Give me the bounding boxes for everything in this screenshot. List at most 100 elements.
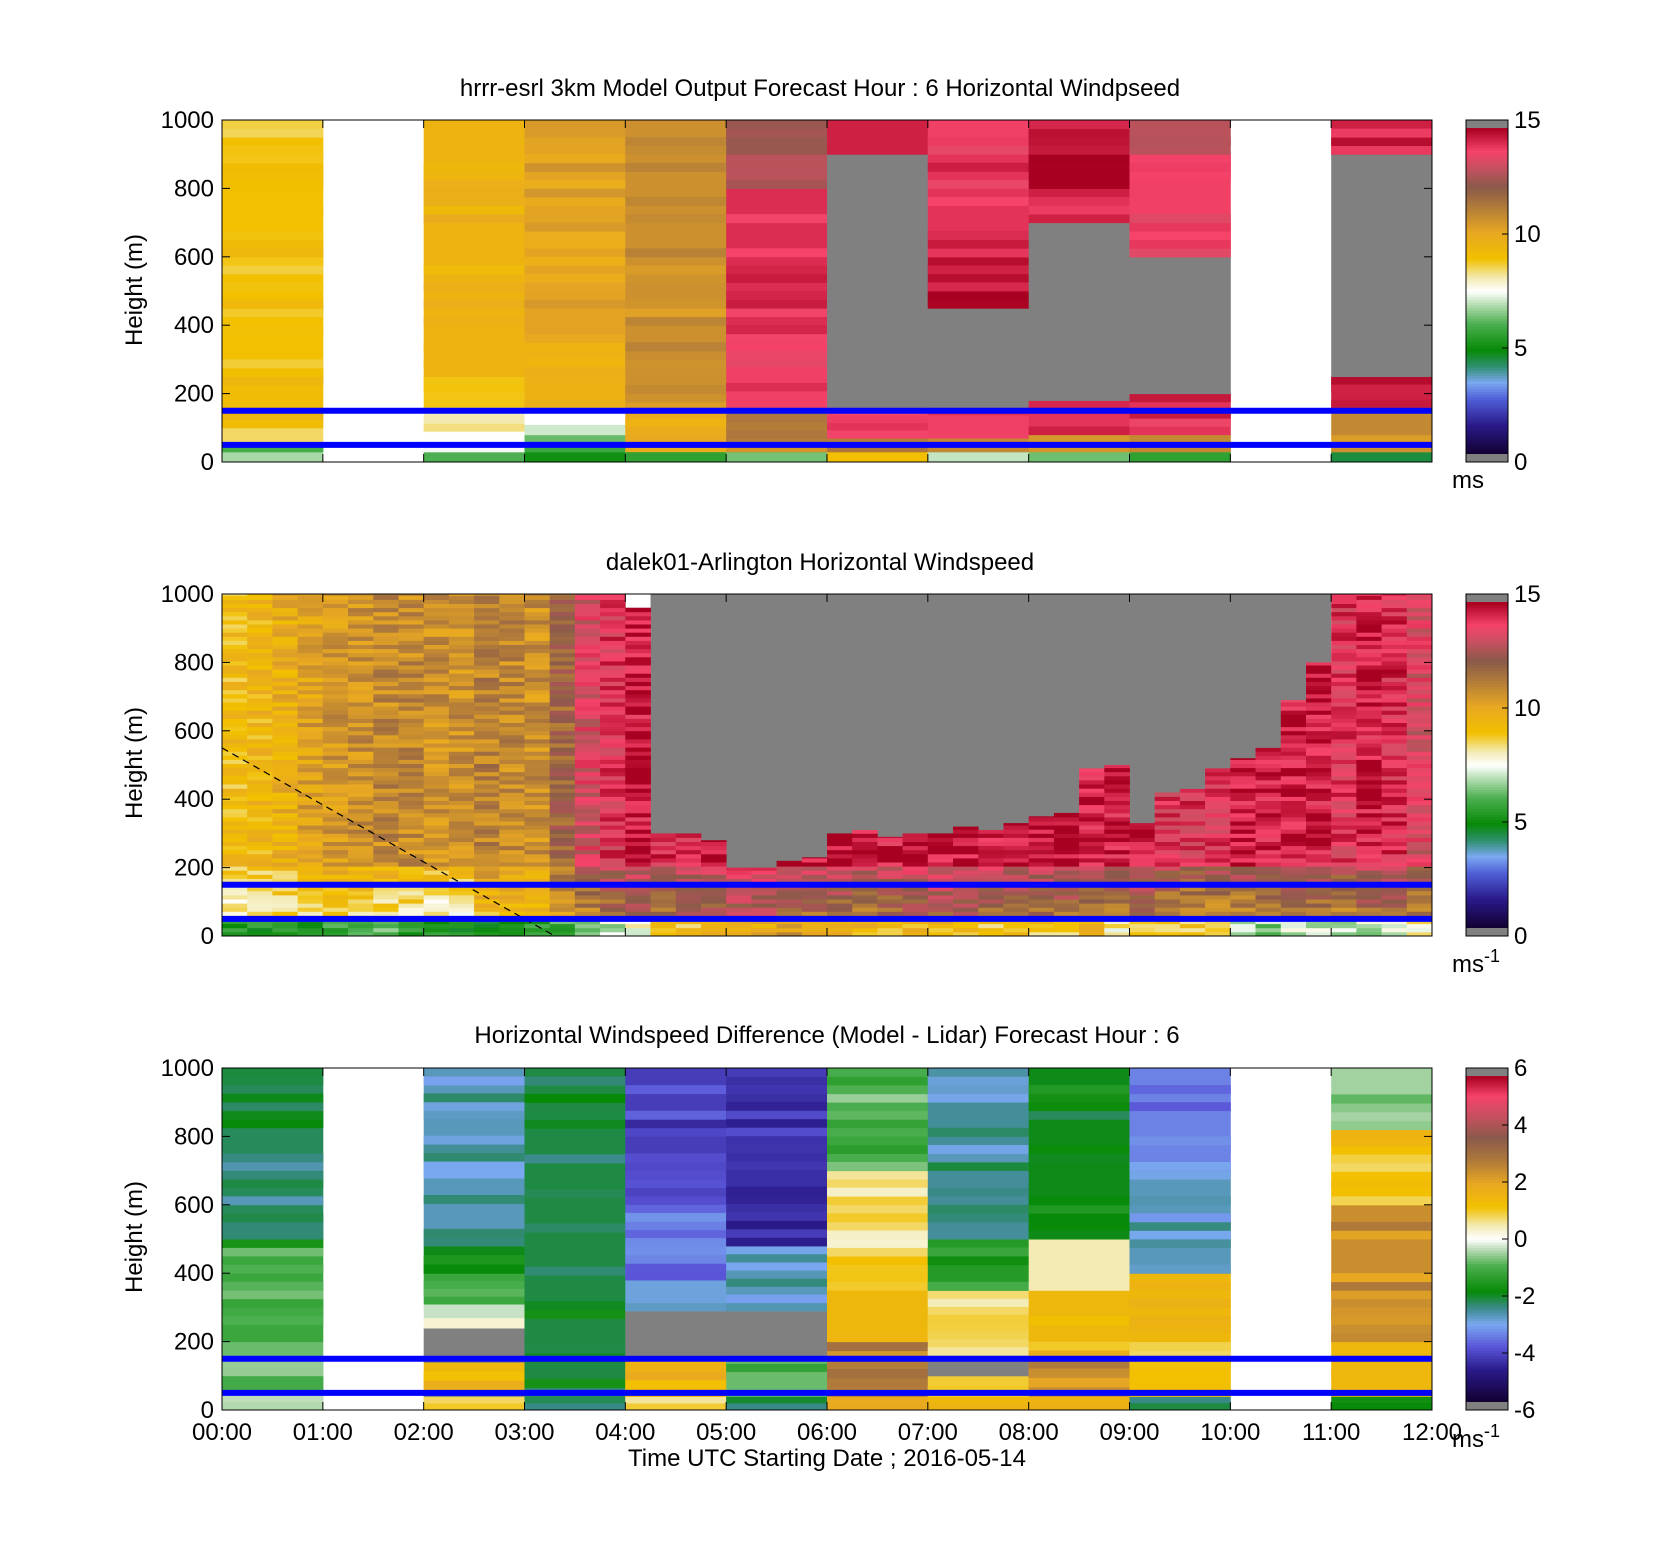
heatmap-cell <box>877 886 903 892</box>
colorbar-tick-label: -4 <box>1514 1340 1535 1367</box>
heatmap-cell <box>297 755 324 760</box>
heatmap-cell <box>322 702 349 707</box>
heatmap-cell <box>1255 780 1282 785</box>
heatmap-cell <box>348 796 374 801</box>
heatmap-cell <box>423 607 450 613</box>
heatmap-band <box>726 1278 828 1287</box>
colorbar-segment <box>1466 1092 1508 1096</box>
heatmap-band <box>423 1403 525 1411</box>
heatmap-cell <box>1205 812 1231 818</box>
heatmap-cell <box>398 603 425 609</box>
heatmap-cell <box>1406 931 1433 937</box>
heatmap-cell <box>1306 755 1332 760</box>
heatmap-cell <box>348 808 374 814</box>
heatmap-cell <box>1356 751 1382 756</box>
heatmap-cell <box>222 866 248 871</box>
heatmap-cell <box>1230 771 1256 777</box>
heatmap-cell <box>322 870 349 875</box>
heatmap-cell <box>499 656 525 662</box>
heatmap-cell <box>423 722 450 728</box>
heatmap-cell <box>398 714 425 719</box>
heatmap-band <box>1129 1136 1231 1146</box>
heatmap-band <box>827 1256 929 1266</box>
colorbar-segment <box>1466 851 1508 856</box>
colorbar-segment <box>1466 903 1508 907</box>
heatmap-cell <box>1381 693 1408 699</box>
heatmap-band <box>222 1119 324 1129</box>
colorbar-tick-label: -2 <box>1514 1283 1535 1310</box>
heatmap-cell <box>373 853 399 859</box>
heatmap-cell <box>675 837 702 842</box>
heatmap-cell <box>1306 866 1332 871</box>
heatmap-cell <box>1331 808 1357 814</box>
heatmap-cell <box>927 849 954 855</box>
heatmap-cell <box>247 615 273 621</box>
heatmap-cell <box>650 833 677 838</box>
heatmap-cell <box>1331 751 1357 756</box>
heatmap-band <box>927 1127 1030 1137</box>
heatmap-cell <box>398 862 425 867</box>
heatmap-cell <box>322 648 349 654</box>
heatmap-cell <box>222 451 324 463</box>
heatmap-cell <box>726 870 752 875</box>
heatmap-cell <box>474 767 500 773</box>
heatmap-cell <box>1154 853 1181 859</box>
heatmap-band <box>927 291 1030 300</box>
heatmap-cell <box>297 907 324 912</box>
heatmap-cell <box>574 599 601 604</box>
colorbar-segment <box>1466 811 1508 815</box>
heatmap-band <box>726 273 828 283</box>
heatmap-cell <box>1280 780 1307 785</box>
heatmap-cell <box>423 792 450 797</box>
colorbar-segment <box>1466 307 1508 311</box>
heatmap-cell <box>675 833 702 838</box>
heatmap-band <box>1129 1403 1231 1411</box>
heatmap-cell <box>1280 825 1307 830</box>
heatmap-cell <box>600 849 626 855</box>
colorbar-segment <box>1466 1222 1508 1227</box>
heatmap-cell <box>675 858 702 863</box>
heatmap-cell <box>348 886 374 892</box>
heatmap-cell <box>1280 775 1307 781</box>
heatmap-cell <box>524 775 551 781</box>
colorbar-segment <box>1466 1181 1508 1186</box>
heatmap-cell <box>1255 890 1282 896</box>
heatmap-cell <box>1406 792 1433 797</box>
heatmap-band <box>927 239 1030 249</box>
heatmap-cell <box>423 911 450 916</box>
heatmap-cell <box>272 661 298 666</box>
heatmap-band <box>222 1076 324 1086</box>
heatmap-cell <box>448 726 475 732</box>
heatmap-cell <box>423 702 450 707</box>
heatmap-cell <box>1255 800 1282 806</box>
heatmap-cell <box>927 308 1030 408</box>
heatmap-cell <box>272 899 298 904</box>
heatmap-cell <box>600 624 626 629</box>
heatmap-cell <box>1381 739 1408 744</box>
heatmap-cell <box>499 841 525 847</box>
heatmap-cell <box>953 849 979 855</box>
heatmap-cell <box>1104 796 1130 801</box>
heatmap-cell <box>474 722 500 728</box>
heatmap-band <box>1331 1273 1433 1283</box>
heatmap-cell <box>1079 833 1105 838</box>
heatmap-cell <box>423 817 450 822</box>
heatmap-cell <box>1129 451 1231 463</box>
heatmap-cell <box>625 607 651 613</box>
heatmap-band <box>222 1375 324 1385</box>
colorbar-segment <box>1466 244 1508 249</box>
heatmap-cell <box>927 911 954 916</box>
colorbar-segment <box>1466 621 1508 625</box>
heatmap-cell <box>297 853 324 859</box>
heatmap-cell <box>1406 677 1433 682</box>
heatmap-cell <box>373 607 399 613</box>
heatmap-cell <box>1306 718 1332 723</box>
heatmap-cell <box>600 669 626 674</box>
heatmap-cell <box>549 812 576 818</box>
heatmap-cell <box>1154 858 1181 863</box>
heatmap-band <box>222 282 324 292</box>
heatmap-cell <box>1356 800 1382 806</box>
heatmap-cell <box>1205 821 1231 826</box>
heatmap-cell <box>1205 890 1231 896</box>
heatmap-cell <box>348 911 374 916</box>
